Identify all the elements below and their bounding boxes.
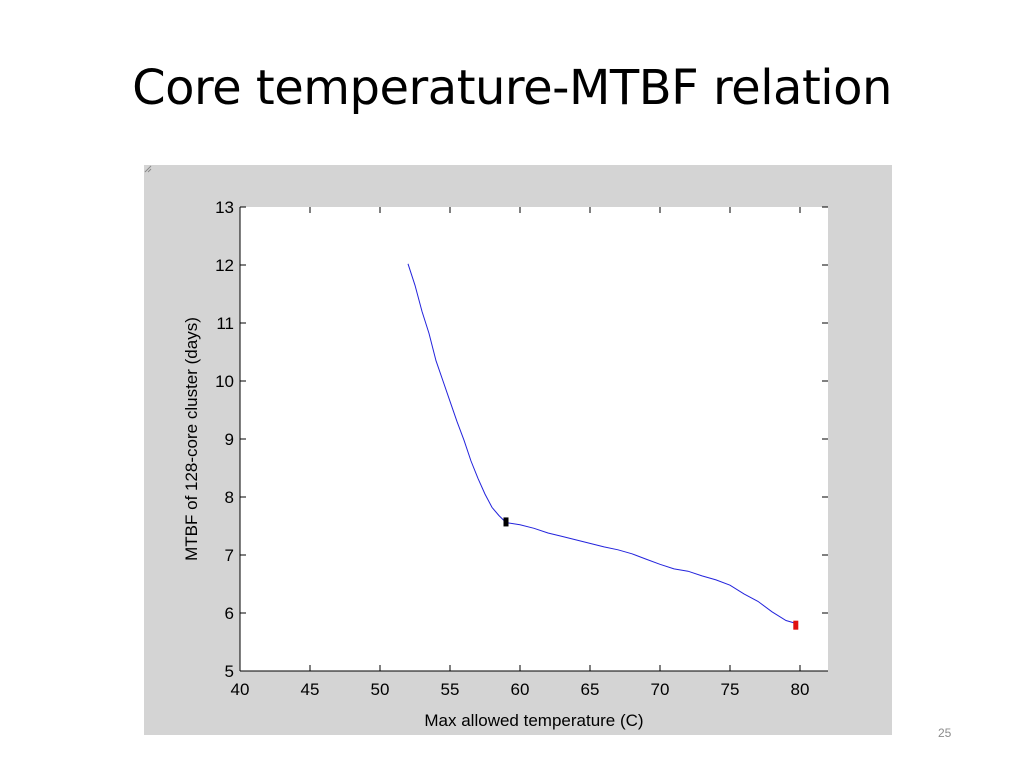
- y-tick-label: 10: [215, 372, 234, 391]
- x-tick-label: 60: [511, 680, 530, 699]
- x-tick-label: 55: [441, 680, 460, 699]
- x-axis-label: Max allowed temperature (C): [424, 711, 643, 730]
- mtbf-line-chart: 40 45 50 55 60 65 70 75 80 5 6 7 8 9 10 11 12 13 Max allo…: [182, 198, 828, 730]
- y-tick-label: 11: [216, 314, 234, 333]
- x-tick-label: 80: [791, 680, 810, 699]
- plot-area: [240, 207, 828, 671]
- y-tick-label: 5: [225, 662, 234, 681]
- slide-number: 25: [938, 726, 952, 740]
- x-tick-label: 75: [721, 680, 740, 699]
- figure-window: 40 45 50 55 60 65 70 75 80 5 6 7 8 9 10 11 12 13 Max allo…: [144, 165, 892, 735]
- x-tick-label: 65: [581, 680, 600, 699]
- y-axis-label: MTBF of 128-core cluster (days): [182, 317, 201, 561]
- y-tick-label: 8: [225, 488, 234, 507]
- x-tick-label: 40: [231, 680, 250, 699]
- knee-marker: [503, 517, 509, 527]
- data-markers: [503, 517, 799, 630]
- slide-title: Core temperature-MTBF relation: [132, 60, 892, 116]
- x-tick-label: 50: [371, 680, 390, 699]
- x-tick-label: 70: [651, 680, 670, 699]
- y-tick-label: 7: [225, 546, 234, 565]
- y-tick-label: 13: [215, 198, 234, 217]
- resize-grip-icon[interactable]: [144, 165, 152, 173]
- x-tick-label: 45: [301, 680, 320, 699]
- y-tick-label: 12: [215, 256, 234, 275]
- series-line: [407, 263, 796, 624]
- axis-ticks: 40 45 50 55 60 65 70 75 80 5 6 7 8 9 10 11 12 13: [215, 198, 828, 699]
- y-tick-label: 6: [225, 604, 234, 623]
- y-tick-label: 9: [225, 430, 234, 449]
- end-marker: [793, 620, 799, 630]
